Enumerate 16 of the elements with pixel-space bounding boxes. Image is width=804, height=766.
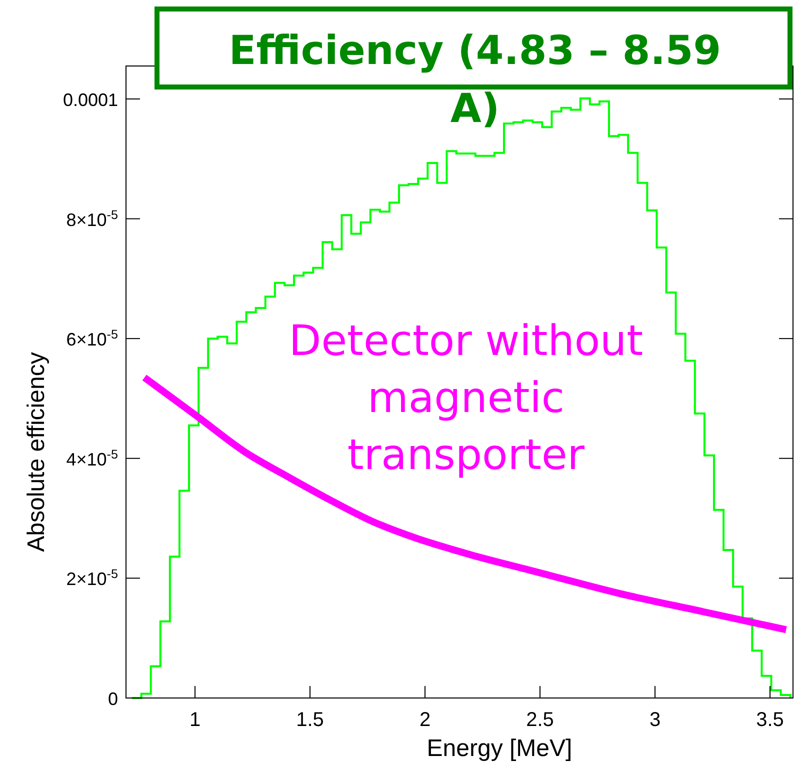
x-tick-label: 1 <box>189 709 201 731</box>
y-tick-label: 4×10$^{-5}$ <box>66 447 118 470</box>
x-tick-label: 2 <box>419 709 431 731</box>
x-axis-title: Energy [MeV] <box>426 735 572 762</box>
x-tick-label: 3.5 <box>756 709 784 731</box>
y-tick-label: 8×10$^{-5}$ <box>66 208 118 230</box>
x-tick-label: 1.5 <box>296 709 324 731</box>
y-tick-label: 6×10$^{-5}$ <box>66 328 118 350</box>
x-tick-label: 3 <box>649 709 661 731</box>
y-tick-label: 2×10$^{-5}$ <box>66 567 118 590</box>
annotation: Detector without magnetic transporter <box>288 316 644 479</box>
x-tick-label: 2.5 <box>526 709 554 731</box>
chart-title: Efficiency (4.83 – 8.59 A) <box>228 28 722 132</box>
y-tick-label: 0.0001 <box>62 90 118 110</box>
y-axis-title: Absolute efficiency <box>23 352 50 552</box>
y-tick-label: 0 <box>108 689 118 709</box>
